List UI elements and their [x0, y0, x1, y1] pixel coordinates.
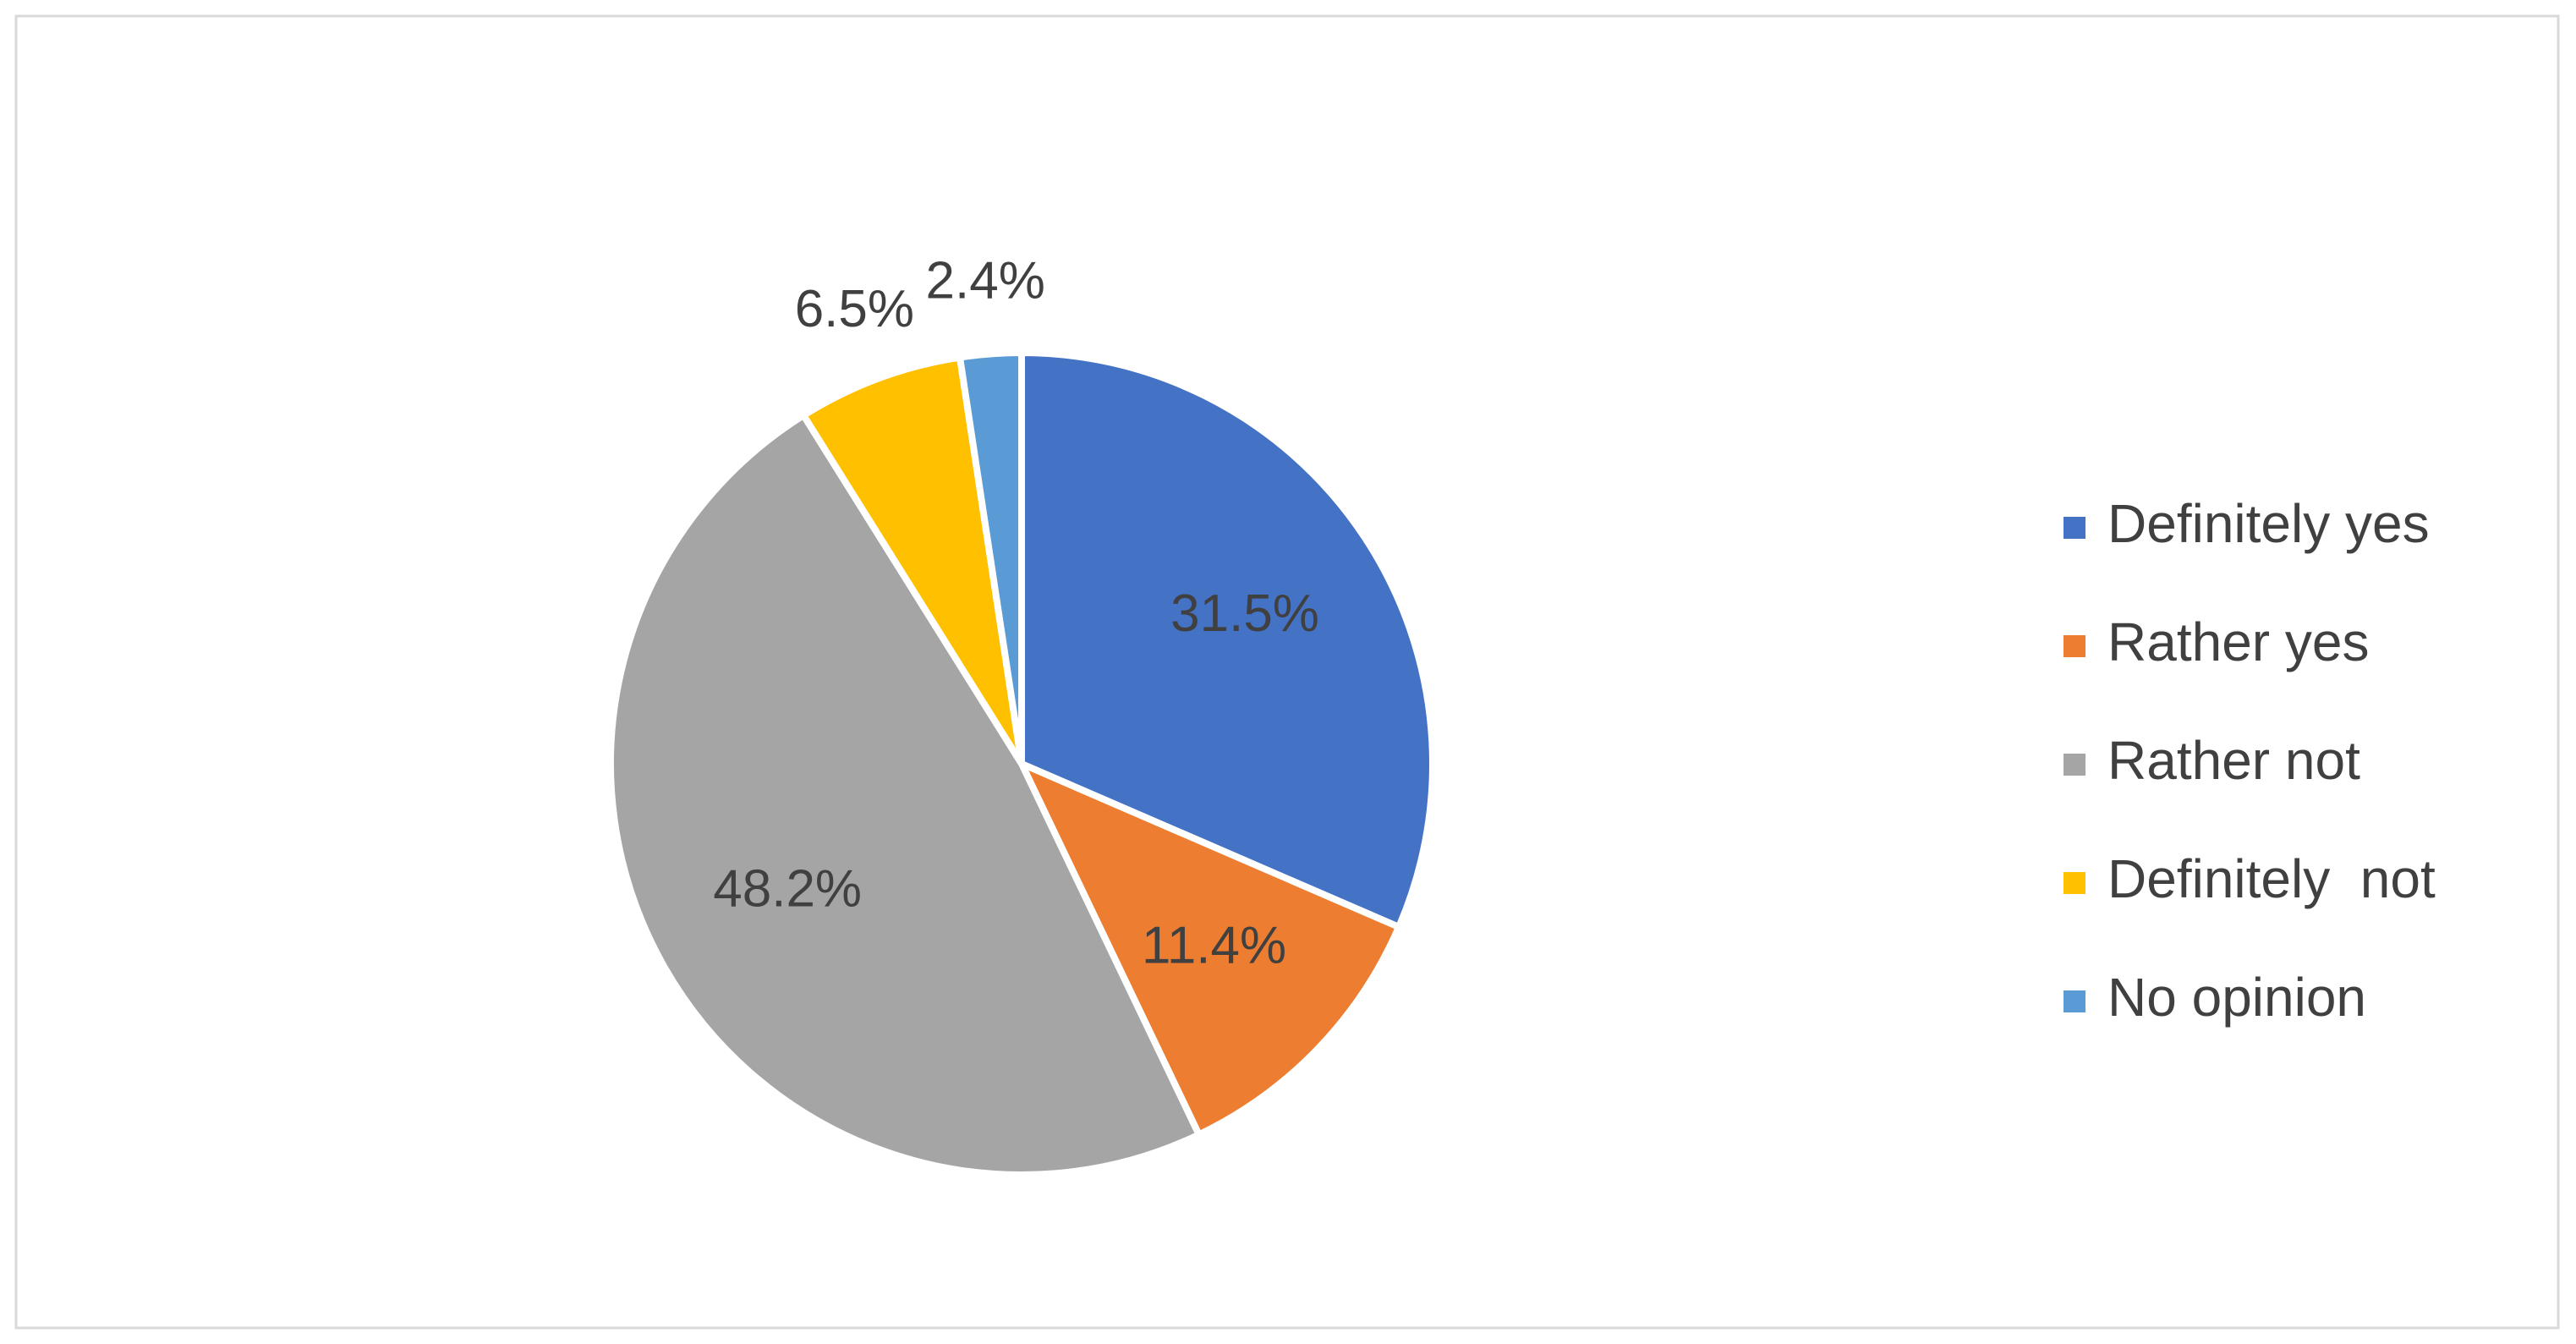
legend-label: Rather yes: [2107, 612, 2369, 672]
legend-swatch: [2064, 754, 2085, 776]
legend-label: Rather not: [2107, 730, 2360, 791]
data-label: 2.4%: [926, 251, 1045, 310]
data-label: 11.4%: [1142, 917, 1286, 975]
data-label: 6.5%: [795, 280, 914, 338]
pie-slice: [956, 348, 1025, 765]
legend-label: No opinion: [2107, 967, 2366, 1028]
data-label: 48.2%: [713, 860, 862, 919]
pie-slice: [606, 410, 1204, 1179]
legend-label: Definitely not: [2107, 848, 2436, 909]
legend-swatch: [2064, 517, 2085, 539]
pie-slice: [1014, 757, 1404, 1139]
data-label: 31.5%: [1170, 584, 1319, 643]
pie-slice: [798, 353, 1025, 766]
legend-swatch: [2064, 872, 2085, 894]
legend-swatch: [2064, 635, 2085, 657]
legend-swatch: [2064, 990, 2085, 1012]
pie-slice: [1018, 348, 1436, 932]
legend-label: Definitely yes: [2107, 493, 2430, 554]
